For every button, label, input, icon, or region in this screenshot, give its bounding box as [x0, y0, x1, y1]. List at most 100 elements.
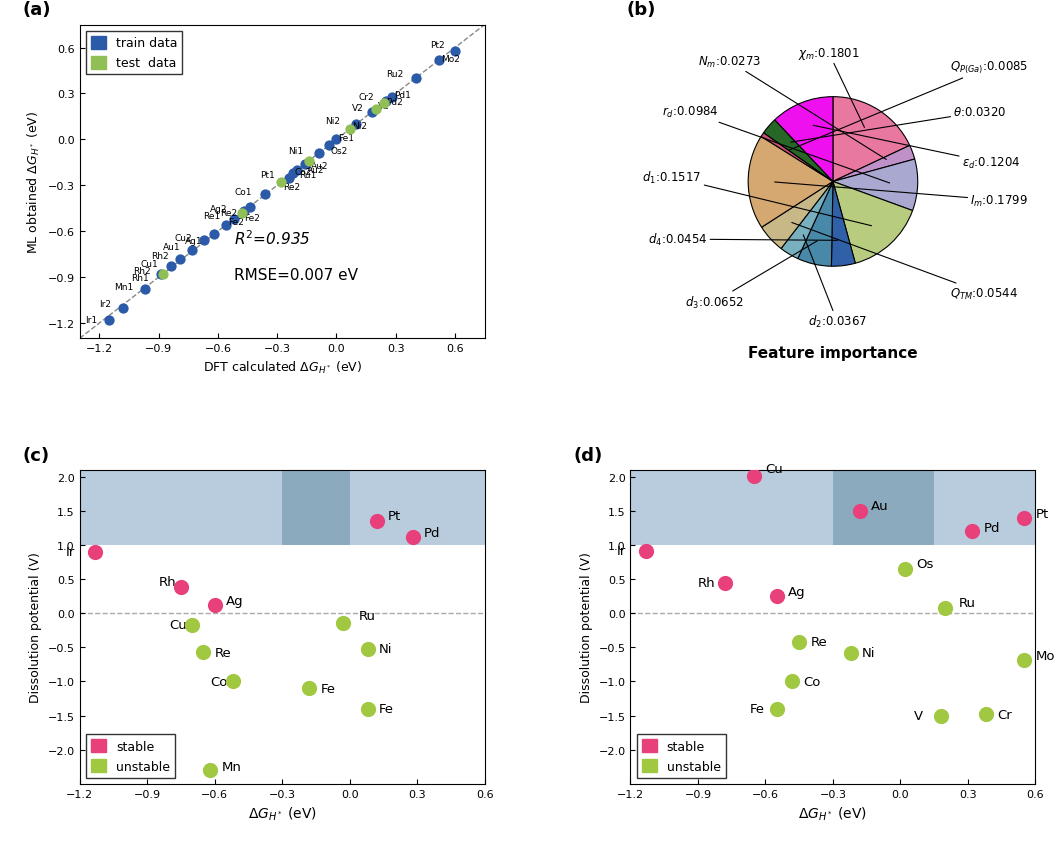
Point [328, 134, 345, 147]
Text: Ir2: Ir2 [99, 299, 112, 308]
Y-axis label: Dissolution potential (V): Dissolution potential (V) [580, 552, 593, 703]
Point [273, 176, 290, 190]
Point [363, 106, 380, 119]
Text: $r_d$:0.0984: $r_d$:0.0984 [662, 106, 890, 184]
Text: Au2: Au2 [311, 162, 328, 170]
Bar [631, 470, 833, 545]
Point [310, 147, 327, 161]
Text: Ag: Ag [788, 585, 806, 598]
Point [205, 228, 222, 242]
Point [296, 158, 313, 171]
Text: Au2: Au2 [307, 166, 324, 176]
Point [162, 260, 179, 273]
Y-axis label: Dissolution potential (V): Dissolution potential (V) [29, 552, 42, 703]
Text: Pt: Pt [388, 509, 401, 522]
Y-axis label: ML obtained $\Delta G_{H^*}$ (eV): ML obtained $\Delta G_{H^*}$ (eV) [25, 111, 42, 254]
Text: Rh2: Rh2 [151, 252, 169, 261]
Wedge shape [833, 97, 910, 182]
Point [257, 188, 274, 202]
Point [377, 95, 394, 109]
Text: Pd2: Pd2 [386, 97, 402, 106]
Point [101, 314, 118, 327]
Text: Mn: Mn [221, 760, 241, 773]
Point [937, 602, 954, 615]
Text: Ir1: Ir1 [85, 316, 98, 325]
Point [301, 682, 318, 695]
Text: V: V [914, 709, 923, 722]
Text: Fe2: Fe2 [243, 214, 259, 222]
Point [184, 244, 201, 257]
Point [172, 252, 189, 266]
Point [202, 763, 219, 777]
Text: Rh: Rh [698, 577, 716, 590]
Text: Mo2: Mo2 [441, 55, 460, 64]
Text: $d_3$:0.0652: $d_3$:0.0652 [685, 241, 818, 310]
Point [746, 469, 763, 483]
Point [301, 155, 318, 169]
X-axis label: DFT calculated $\Delta G_{H^*}$ (eV): DFT calculated $\Delta G_{H^*}$ (eV) [203, 360, 362, 376]
Wedge shape [798, 182, 833, 267]
Point [289, 164, 306, 177]
Point [637, 544, 654, 558]
Text: Fe: Fe [379, 702, 394, 716]
Point [383, 90, 400, 104]
Text: $Q_{TM}$:0.0544: $Q_{TM}$:0.0544 [792, 223, 1018, 302]
Point [852, 504, 869, 518]
Point [225, 213, 242, 227]
Text: Fe1: Fe1 [339, 134, 355, 143]
Text: Rh1: Rh1 [131, 273, 149, 282]
Text: Cu: Cu [766, 463, 783, 475]
Wedge shape [833, 147, 914, 182]
Text: $Q_{P(Ga)}$:0.0085: $Q_{P(Ga)}$:0.0085 [790, 60, 1028, 151]
Text: Ag2: Ag2 [210, 204, 228, 214]
Point [359, 702, 376, 716]
Point [224, 675, 241, 688]
Text: Co: Co [210, 675, 227, 688]
Point [791, 636, 808, 649]
Text: (d): (d) [573, 446, 603, 464]
Text: Re2: Re2 [284, 183, 301, 192]
Point [241, 200, 258, 214]
Text: Au: Au [871, 499, 889, 512]
Text: (a): (a) [23, 2, 51, 20]
Wedge shape [832, 182, 855, 267]
Text: $d_2$:0.0367: $d_2$:0.0367 [803, 235, 867, 330]
Point [335, 617, 352, 630]
Point [768, 702, 785, 716]
Text: Cu: Cu [170, 619, 187, 631]
Point [359, 642, 376, 656]
Point [206, 599, 223, 613]
Text: Feature importance: Feature importance [748, 346, 918, 360]
Text: Ru1: Ru1 [298, 171, 316, 180]
Text: Ni2: Ni2 [353, 122, 367, 131]
Text: Cr: Cr [997, 708, 1012, 721]
Point [136, 283, 153, 296]
Point [87, 545, 104, 559]
Text: Co: Co [804, 675, 821, 688]
Wedge shape [761, 182, 833, 249]
Point [172, 581, 189, 595]
Text: Mo: Mo [1035, 649, 1055, 662]
Text: $d_1$:0.1517: $d_1$:0.1517 [643, 170, 872, 227]
Wedge shape [833, 160, 918, 211]
Point [1015, 653, 1032, 666]
Point [342, 123, 359, 136]
Text: Os: Os [917, 557, 933, 570]
X-axis label: $\Delta G_{H^*}$ (eV): $\Delta G_{H^*}$ (eV) [799, 804, 868, 821]
Point [768, 589, 785, 602]
Text: RMSE=0.007 eV: RMSE=0.007 eV [234, 268, 358, 282]
Point [347, 118, 364, 132]
Text: Ru2: Ru2 [387, 70, 404, 79]
Point [369, 515, 386, 528]
Text: Fe: Fe [321, 682, 336, 695]
Point [152, 268, 169, 281]
Text: $\chi_m$:0.1801: $\chi_m$:0.1801 [798, 45, 864, 129]
Point [184, 619, 201, 632]
Point [407, 72, 424, 86]
Point [964, 525, 981, 538]
Point [234, 207, 251, 221]
Point [235, 205, 252, 219]
Wedge shape [781, 182, 833, 259]
Point [195, 646, 212, 659]
Bar [80, 470, 282, 545]
